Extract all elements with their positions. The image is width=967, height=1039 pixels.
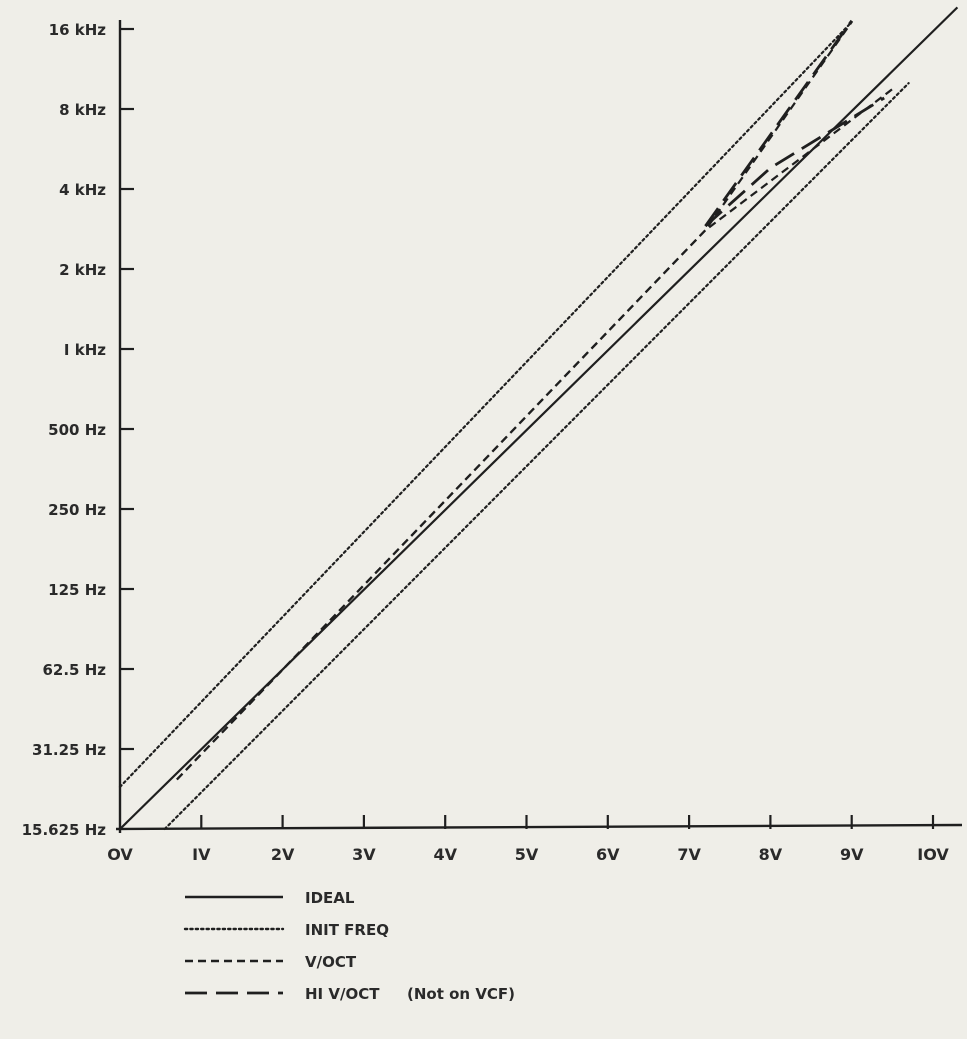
y-tick-label: 125 Hz bbox=[48, 581, 106, 599]
legend: IDEAL INIT FREQ V/OCT HI V/OCT (Not on VCF) bbox=[183, 889, 515, 1003]
x-tick-label: 6V bbox=[596, 845, 620, 864]
x-tick-label: IOV bbox=[917, 845, 949, 864]
x-tick-label: 3V bbox=[352, 845, 376, 864]
y-tick-label: 16 kHz bbox=[49, 21, 107, 39]
legend-label-ideal: IDEAL bbox=[305, 889, 355, 907]
series-line-v-oct bbox=[176, 88, 893, 781]
x-tick-label: 7V bbox=[677, 845, 701, 864]
series-line-init-freq bbox=[118, 20, 853, 789]
legend-note: (Not on VCF) bbox=[407, 985, 515, 1003]
series-line-hi-v-oct-not-on-vcf bbox=[704, 19, 853, 227]
series-line-hi-v-oct-not-on-vcf bbox=[704, 96, 885, 228]
x-tick-label: 9V bbox=[840, 845, 864, 864]
series-line-v-oct bbox=[176, 21, 853, 781]
legend-label-hi-v-oct: HI V/OCT bbox=[305, 985, 380, 1003]
y-tick-label: 500 Hz bbox=[48, 421, 106, 439]
axes: 15.625 Hz 31.25 Hz 62.5 Hz 125 Hz 250 Hz 500 … bbox=[22, 20, 963, 864]
x-tick-label: IV bbox=[192, 845, 211, 864]
y-tick-label: 2 kHz bbox=[59, 261, 106, 279]
x-tick-label: 2V bbox=[271, 845, 295, 864]
y-tick-label: 15.625 Hz bbox=[22, 821, 107, 839]
x-tick-label: OV bbox=[107, 845, 133, 864]
x-tick-label: 5V bbox=[515, 845, 539, 864]
x-axis-line bbox=[115, 823, 963, 831]
legend-label-init-freq: INIT FREQ bbox=[305, 921, 389, 939]
y-tick-label: 250 Hz bbox=[48, 501, 106, 519]
series-line-init-freq bbox=[163, 82, 910, 831]
y-tick-label: 31.25 Hz bbox=[32, 741, 106, 759]
x-tick-label: 4V bbox=[433, 845, 457, 864]
legend-label-v-oct: V/OCT bbox=[305, 953, 357, 971]
y-tick-label: 4 kHz bbox=[59, 181, 106, 199]
y-tick-label: 8 kHz bbox=[59, 101, 106, 119]
plot-area bbox=[118, 6, 959, 831]
y-tick-label: 62.5 Hz bbox=[42, 661, 106, 679]
x-tick-label: 8V bbox=[759, 845, 783, 864]
y-tick-label: I kHz bbox=[64, 341, 106, 359]
